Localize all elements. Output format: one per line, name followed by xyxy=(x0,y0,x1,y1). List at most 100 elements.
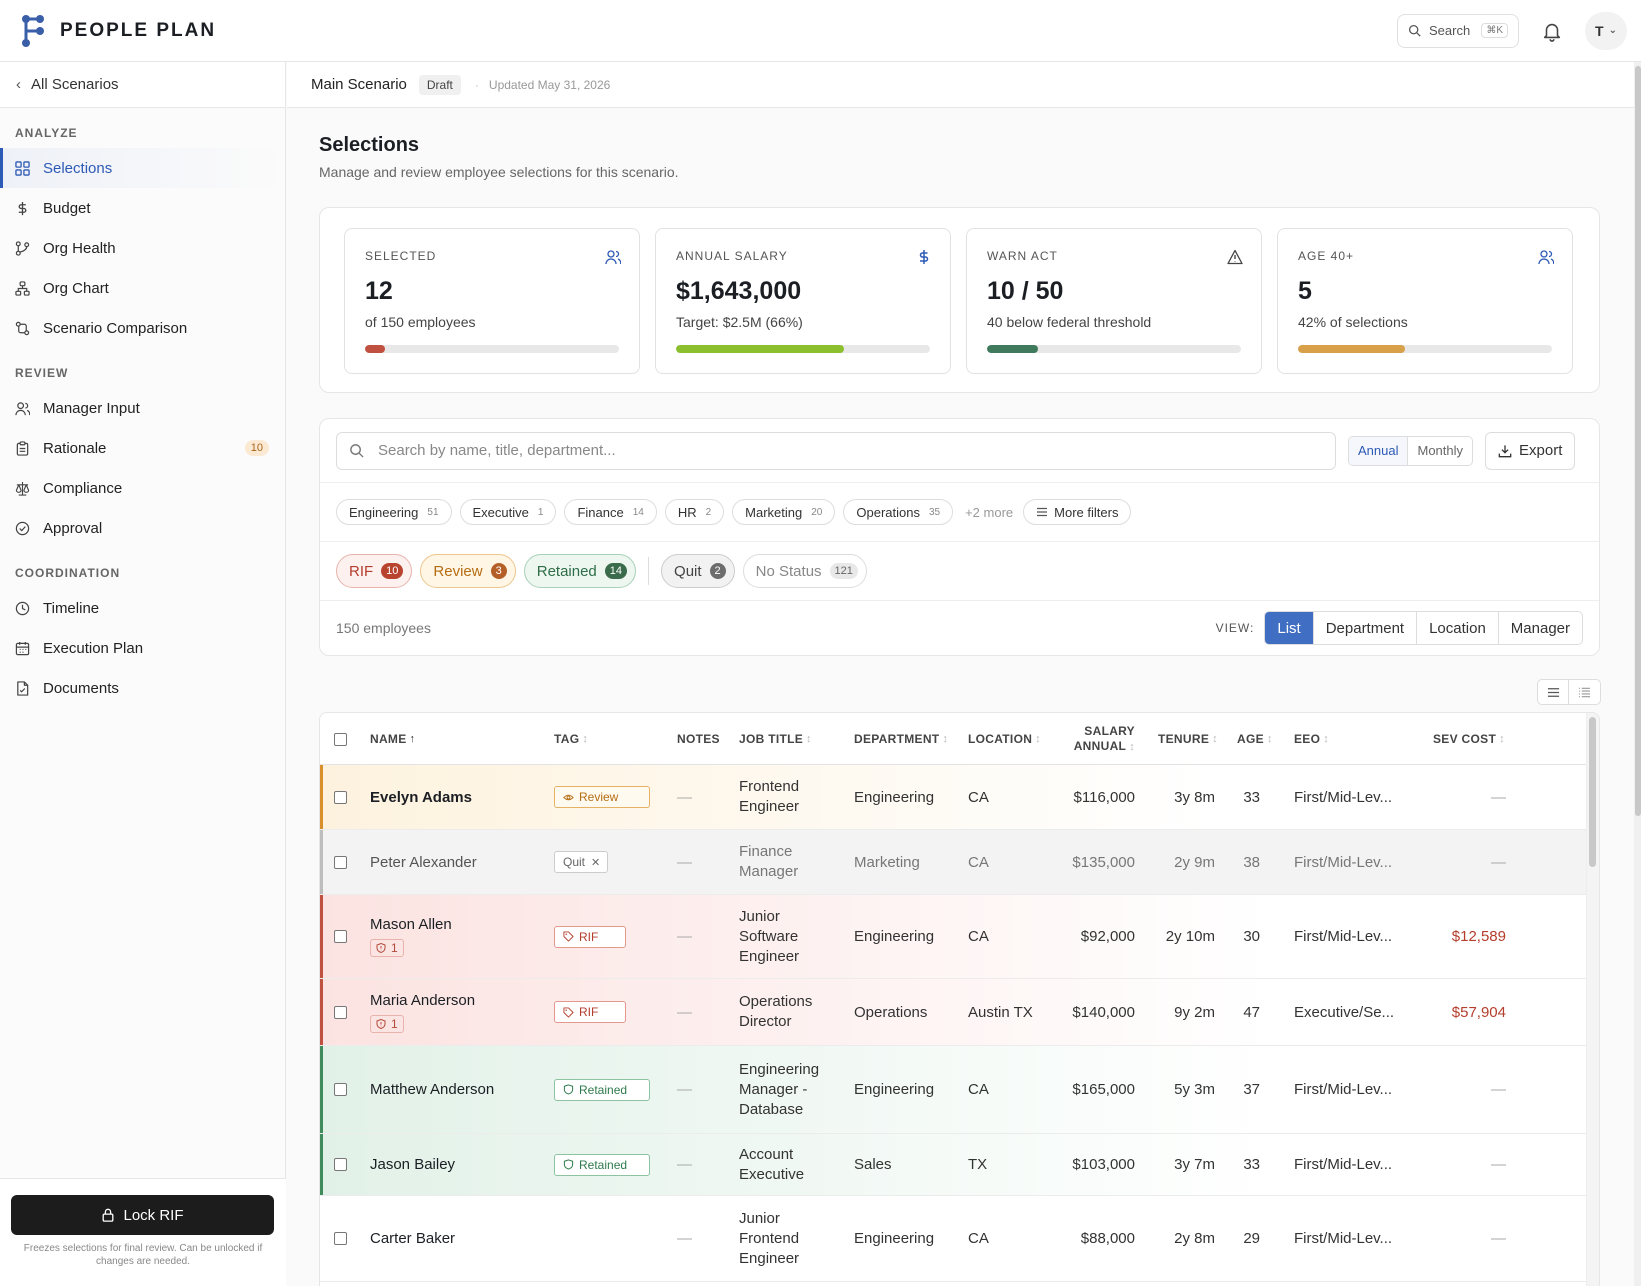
user-avatar-button[interactable]: T ⌄ xyxy=(1585,11,1627,50)
dept-chip-operations[interactable]: Operations 35 xyxy=(843,499,954,525)
table-row[interactable]: Peter Alexander Quit ✕ — Finance Manager … xyxy=(320,830,1587,895)
tag-retained[interactable]: Retained xyxy=(554,1153,650,1176)
view-location[interactable]: Location xyxy=(1417,612,1499,644)
sidebar-item-budget[interactable]: Budget xyxy=(0,188,285,228)
column-salary[interactable]: SALARY ANNUAL ↕ xyxy=(1060,713,1135,765)
table-row[interactable]: Maria Anderson 1 RIF — Operations Direct… xyxy=(320,979,1587,1046)
row-checkbox[interactable] xyxy=(334,1196,347,1281)
tag-cell[interactable]: Review xyxy=(554,765,650,829)
row-checkbox[interactable] xyxy=(334,1046,347,1133)
column-eeo[interactable]: EEO ↕ xyxy=(1294,713,1329,765)
view-department[interactable]: Department xyxy=(1314,612,1418,644)
app-logo[interactable]: PEOPLE PLAN xyxy=(20,14,216,48)
sidebar-item-selections[interactable]: Selections xyxy=(0,148,285,188)
status-pill-rif[interactable]: RIF 10 xyxy=(336,554,413,588)
sidebar-item-manager-input[interactable]: Manager Input xyxy=(0,388,285,428)
export-button[interactable]: Export xyxy=(1485,431,1576,470)
column-age[interactable]: AGE ↕ xyxy=(1237,713,1273,765)
table-row[interactable]: Matthew Anderson Retained — Engineering … xyxy=(320,1046,1587,1134)
tag-rif[interactable]: RIF xyxy=(554,925,626,948)
row-checkbox[interactable] xyxy=(334,895,347,978)
tag-cell[interactable]: RIF xyxy=(554,895,626,978)
tag-retained[interactable]: Retained xyxy=(554,1078,650,1101)
risk-flag-badge[interactable]: 1 xyxy=(370,1014,404,1033)
all-scenarios-link[interactable]: ‹ All Scenarios xyxy=(0,62,285,108)
page-scrollbar-thumb[interactable] xyxy=(1635,66,1641,816)
notes-cell[interactable]: — xyxy=(677,1156,692,1173)
notes-cell[interactable]: — xyxy=(677,853,692,871)
sidebar-item-label: Documents xyxy=(43,679,119,697)
column-department[interactable]: DEPARTMENT ↕ xyxy=(854,713,948,765)
period-monthly[interactable]: Monthly xyxy=(1417,443,1464,458)
status-pill-review[interactable]: Review 3 xyxy=(420,554,516,588)
sidebar-item-approval[interactable]: Approval xyxy=(0,508,285,548)
column-sev-cost[interactable]: SEV COST ↕ xyxy=(1433,713,1505,765)
density-comfortable[interactable] xyxy=(1538,680,1569,704)
status-pill-quit[interactable]: Quit 2 xyxy=(661,554,735,588)
row-checkbox[interactable] xyxy=(334,1134,347,1195)
shield-alert-icon xyxy=(376,1018,386,1029)
more-departments-link[interactable]: +2 more xyxy=(965,504,1014,520)
select-all-checkbox[interactable] xyxy=(334,713,347,765)
tag-cell[interactable]: Quit ✕ xyxy=(554,830,608,894)
risk-flag-badge[interactable]: 1 xyxy=(370,939,404,957)
tag-cell[interactable]: Retained xyxy=(554,1134,650,1195)
view-manager[interactable]: Manager xyxy=(1510,619,1570,637)
table-scrollbar-thumb[interactable] xyxy=(1589,717,1596,867)
close-icon[interactable]: ✕ xyxy=(591,856,601,869)
column-job-title[interactable]: JOB TITLE ↕ xyxy=(739,713,812,765)
table-row[interactable]: Evelyn Adams Review — Frontend Engineer … xyxy=(320,765,1587,830)
dept-chip-finance[interactable]: Finance 14 xyxy=(564,499,657,525)
notes-cell[interactable]: — xyxy=(677,928,692,945)
dept-chip-hr[interactable]: HR 2 xyxy=(664,499,725,525)
column-name[interactable]: NAME ↑ xyxy=(370,713,415,765)
column-location[interactable]: LOCATION ↕ xyxy=(968,713,1041,765)
sidebar-item-org-chart[interactable]: Org Chart xyxy=(0,268,285,308)
dept-chip-engineering[interactable]: Engineering 51 xyxy=(336,499,452,525)
status-pill-no-status[interactable]: No Status 121 xyxy=(742,554,867,588)
table-scrollbar[interactable] xyxy=(1586,713,1599,1286)
table-row[interactable]: Carter Baker — Junior Frontend Engineer … xyxy=(320,1196,1587,1282)
employee-name[interactable]: Matthew Anderson xyxy=(370,1046,494,1133)
employee-name[interactable]: Mason Allen 1 xyxy=(370,895,452,978)
table-row[interactable]: Jason Bailey Retained — Account Executiv… xyxy=(320,1134,1587,1196)
sidebar-item-timeline[interactable]: Timeline xyxy=(0,588,285,628)
table-row[interactable]: Mason Allen 1 RIF — Junior Software Engi… xyxy=(320,895,1587,979)
employee-name[interactable]: Jason Bailey xyxy=(370,1134,455,1195)
notes-cell[interactable]: — xyxy=(677,1003,692,1021)
sidebar-item-rationale[interactable]: Rationale 10 xyxy=(0,428,285,468)
sidebar-item-scenario-comparison[interactable]: Scenario Comparison xyxy=(0,308,285,348)
bell-icon[interactable] xyxy=(1541,20,1563,42)
tag-cell[interactable]: RIF xyxy=(554,979,626,1045)
tag-rif[interactable]: RIF xyxy=(554,1001,626,1023)
density-compact[interactable] xyxy=(1569,680,1600,704)
dept-chip-marketing[interactable]: Marketing 20 xyxy=(732,499,836,525)
row-checkbox[interactable] xyxy=(334,830,347,894)
sidebar-item-documents[interactable]: Documents xyxy=(0,668,285,708)
view-list[interactable]: List xyxy=(1265,612,1314,644)
sidebar-item-org-health[interactable]: Org Health xyxy=(0,228,285,268)
tag-review[interactable]: Review xyxy=(554,786,650,808)
column-tag[interactable]: TAG ↕ xyxy=(554,713,588,765)
row-checkbox[interactable] xyxy=(334,979,347,1045)
row-checkbox[interactable] xyxy=(334,765,347,829)
notes-cell[interactable]: — xyxy=(677,788,692,806)
tag-cell[interactable]: Retained xyxy=(554,1046,650,1133)
employee-name[interactable]: Maria Anderson 1 xyxy=(370,979,475,1045)
employee-name[interactable]: Evelyn Adams xyxy=(370,765,472,829)
more-filters-button[interactable]: More filters xyxy=(1023,499,1132,525)
employee-name[interactable]: Peter Alexander xyxy=(370,830,477,894)
employee-name[interactable]: Carter Baker xyxy=(370,1196,455,1281)
notes-cell[interactable]: — xyxy=(677,1081,692,1098)
sidebar-item-compliance[interactable]: Compliance xyxy=(0,468,285,508)
dept-chip-executive[interactable]: Executive 1 xyxy=(459,499,557,525)
lock-rif-button[interactable]: Lock RIF xyxy=(11,1195,274,1235)
tag-quit[interactable]: Quit ✕ xyxy=(554,851,608,873)
status-pill-retained[interactable]: Retained 14 xyxy=(523,554,637,588)
period-annual[interactable]: Annual xyxy=(1349,436,1409,465)
column-tenure[interactable]: TENURE ↕ xyxy=(1158,713,1218,765)
sidebar-item-execution-plan[interactable]: Execution Plan xyxy=(0,628,285,668)
employee-search-input[interactable]: Search by name, title, department... xyxy=(336,431,1336,470)
global-search-button[interactable]: Search ⌘K xyxy=(1397,13,1519,48)
notes-cell[interactable]: — xyxy=(677,1230,692,1247)
